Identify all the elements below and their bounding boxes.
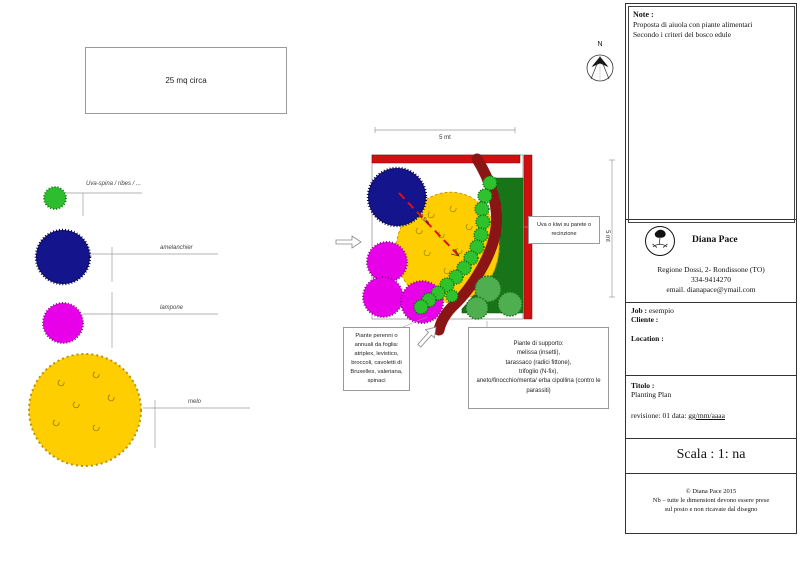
- firm-name: Diana Pace: [692, 235, 738, 245]
- legend-symbol-lampone: [42, 302, 84, 344]
- titolo-section: Titolo : Planting Plan revisione: 01 dat…: [631, 375, 791, 438]
- client-label: Cliente :: [631, 315, 659, 325]
- revision-text: revisione: 01 data:: [631, 410, 689, 420]
- divider: [626, 219, 796, 220]
- svg-text:N: N: [597, 41, 602, 48]
- job-section: Job : esempio Cliente : Location :: [631, 302, 791, 375]
- legend-label-lampone: lampone: [160, 305, 184, 311]
- firm-address: Regione Dossi, 2- Rondissone (TO): [657, 265, 765, 274]
- firm-phone: 334-9414270: [691, 275, 731, 284]
- copyright-section: © Diana Pace 2015 Nb – tutte le dimensio…: [626, 488, 796, 514]
- support-plants-annotation-box: Piante di supporto: melissa (insetti), t…: [468, 327, 609, 409]
- wall-annotation-box: Uva o kiwi su parete o recinzione: [528, 216, 600, 244]
- titolo-label: Titolo :: [631, 381, 655, 390]
- dimension-top: 5 mt: [374, 127, 516, 141]
- legend-label-uva-spina: Uva-spina / ribes / ...: [86, 181, 142, 187]
- legend-leader-amelanchier: [90, 247, 218, 282]
- firm-email: email. dianapace@ymail.com: [666, 285, 756, 294]
- legend-label-melo: melo: [188, 399, 202, 405]
- divider: [626, 473, 796, 474]
- area-label: 25 mq circa: [165, 76, 207, 85]
- plan-amelanchier: [366, 166, 428, 228]
- svg-text:5 mt: 5 mt: [439, 135, 451, 141]
- legend-leader-melo: [143, 400, 250, 448]
- logo-icon: [645, 226, 675, 256]
- divider: [626, 302, 796, 303]
- curved-path: [433, 153, 503, 336]
- shrub-group-bottom: [465, 275, 523, 320]
- north-arrow-icon: N: [586, 41, 614, 82]
- note-line1: Proposta di aiuola con piante alimentari: [633, 20, 753, 30]
- divider: [626, 438, 796, 439]
- bush-chain: [413, 175, 498, 315]
- location-label: Location :: [631, 333, 664, 343]
- legend-symbol-uva-spina: [43, 186, 67, 210]
- copyright-line1: © Diana Pace 2015: [685, 488, 737, 495]
- copyright-line3: sul posto e non ricavate dal disegno: [664, 505, 758, 513]
- legend-leader-lampone: [83, 292, 218, 348]
- scale-label: Scala : 1: na: [676, 447, 746, 462]
- flow-arrow-lower: [417, 326, 437, 348]
- note-section: Note : Proposta di aiuola con piante ali…: [628, 6, 795, 223]
- area-label-box: 25 mq circa: [85, 47, 287, 114]
- divider: [626, 375, 796, 376]
- contact-section: Diana Pace Regione Dossi, 2- Rondissone …: [626, 219, 796, 302]
- note-label: Note :: [633, 10, 654, 19]
- title-block: Note : Proposta di aiuola con piante ali…: [625, 3, 797, 534]
- legend-symbol-amelanchier: [34, 228, 92, 286]
- legend-label-amelanchier: amelanchier: [160, 245, 193, 251]
- copyright-line2: Nb – tutte le dimensioni devono essere p…: [652, 496, 770, 504]
- flow-arrow-left: [335, 235, 362, 249]
- revision-date: gg/mm/aaaa: [688, 410, 725, 420]
- job-value: esempio: [648, 306, 674, 315]
- dimension-right: 5 mt: [604, 159, 615, 298]
- note-line2: Secondo i criteri del bosco edule: [633, 30, 732, 40]
- job-label: Job :: [631, 306, 648, 315]
- legend-symbol-melo: [28, 353, 142, 467]
- leader-lines: [402, 226, 528, 328]
- titolo-value: Planting Plan: [631, 390, 672, 400]
- perennials-annotation-box: Piante perenni o annuali da foglia: atri…: [343, 327, 410, 391]
- legend-leader-uva-spina: [66, 192, 142, 216]
- svg-text:5 mt: 5 mt: [604, 230, 610, 242]
- wall-top: [371, 154, 521, 164]
